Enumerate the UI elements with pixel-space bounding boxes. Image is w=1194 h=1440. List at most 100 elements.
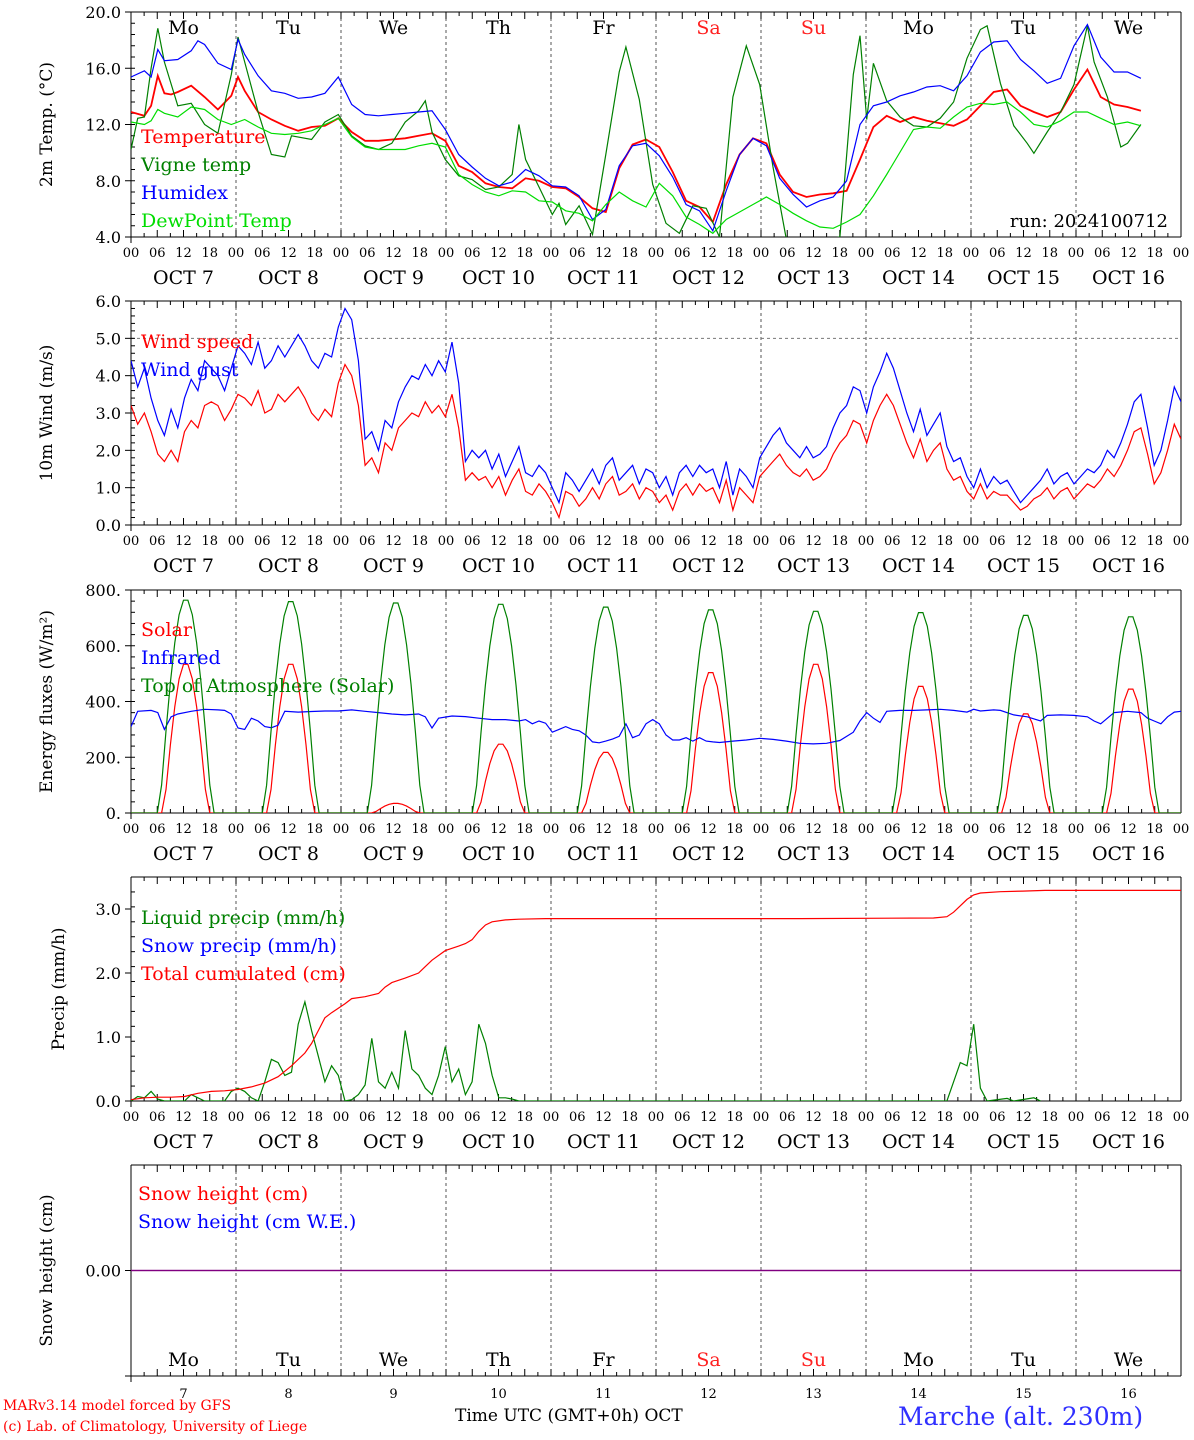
hour-tick-label: 06 (1094, 534, 1111, 549)
weekday-label: Mo (168, 1349, 199, 1371)
date-label: OCT 7 (153, 1131, 214, 1153)
hour-tick-label: 18 (726, 1110, 743, 1125)
hour-tick-label: 06 (149, 246, 166, 261)
hour-tick-label: 12 (910, 534, 927, 549)
series-group (131, 599, 1181, 813)
hour-tick-label: 06 (464, 534, 481, 549)
y-tick-label: 4.0 (96, 367, 121, 386)
hour-tick-label: 06 (779, 1110, 796, 1125)
hour-tick-label: 00 (648, 1110, 665, 1125)
hour-tick-label: 06 (1094, 1110, 1111, 1125)
hour-tick-label: 06 (1094, 246, 1111, 261)
day-number-label: 13 (805, 1387, 822, 1402)
y-axis-label: 2m Temp. (°C) (37, 62, 57, 187)
hour-tick-label: 00 (753, 246, 770, 261)
y-tick-label: 200. (85, 748, 121, 767)
model-credit: MARv3.14 model forced by GFS (3, 1398, 232, 1414)
date-label: OCT 14 (882, 1131, 955, 1153)
hour-tick-label: 18 (621, 1110, 638, 1125)
date-label: OCT 13 (777, 555, 850, 577)
hour-tick-label: 12 (490, 822, 507, 837)
weekday-label: Mo (168, 17, 199, 39)
hour-tick-label: 18 (831, 822, 848, 837)
y-tick-label: 3.0 (96, 900, 121, 919)
y-tick-label: 20.0 (85, 3, 121, 22)
weekday-label: Fr (592, 17, 615, 39)
y-axis-label: 10m Wind (m/s) (37, 345, 57, 482)
hour-tick-label: 06 (359, 246, 376, 261)
hour-tick-label: 06 (674, 246, 691, 261)
hour-tick-label: 12 (805, 246, 822, 261)
date-label: OCT 16 (1092, 267, 1165, 289)
hour-tick-label: 12 (490, 534, 507, 549)
date-label: OCT 12 (672, 555, 745, 577)
hour-tick-label: 12 (1015, 246, 1032, 261)
hour-tick-label: 00 (648, 246, 665, 261)
hour-tick-label: 00 (123, 246, 140, 261)
hour-tick-label: 06 (359, 822, 376, 837)
hour-tick-label: 06 (1094, 822, 1111, 837)
hour-tick-label: 00 (123, 822, 140, 837)
date-label: OCT 16 (1092, 1131, 1165, 1153)
hour-tick-label: 00 (228, 1110, 245, 1125)
date-label: OCT 7 (153, 843, 214, 865)
series-group (131, 307, 1181, 520)
y-tick-label: 4.0 (96, 228, 121, 247)
date-label: OCT 9 (363, 1131, 424, 1153)
weekday-label: Th (486, 17, 511, 39)
hour-tick-label: 12 (490, 246, 507, 261)
hour-tick-label: 00 (1173, 822, 1190, 837)
hour-tick-label: 00 (333, 1110, 350, 1125)
month-label: OCT (644, 1406, 683, 1426)
hour-tick-label: 12 (1120, 246, 1137, 261)
hour-tick-label: 18 (621, 246, 638, 261)
hour-tick-label: 12 (175, 534, 192, 549)
hour-tick-label: 06 (989, 822, 1006, 837)
hour-tick-label: 12 (490, 1110, 507, 1125)
hour-tick-label: 12 (700, 534, 717, 549)
hour-tick-label: 12 (280, 1110, 297, 1125)
hour-tick-label: 18 (936, 1110, 953, 1125)
weekday-label: Fr (592, 1349, 615, 1371)
day-number-label: 12 (700, 1387, 717, 1402)
hour-tick-label: 18 (726, 822, 743, 837)
date-label: OCT 12 (672, 1131, 745, 1153)
series-line (131, 67, 1142, 224)
hour-tick-label: 00 (858, 1110, 875, 1125)
hour-tick-label: 18 (831, 1110, 848, 1125)
hour-tick-label: 12 (805, 822, 822, 837)
date-label: OCT 15 (987, 843, 1060, 865)
weekday-label: Su (801, 17, 826, 39)
date-label: OCT 8 (258, 843, 319, 865)
weekday-label: Th (486, 1349, 511, 1371)
time-axis-label: Time UTC (GMT+0h) (455, 1406, 640, 1426)
weekday-label: We (1114, 17, 1143, 39)
legend-entry: Top of Atmosphere (Solar) (141, 675, 394, 697)
hour-tick-label: 06 (149, 534, 166, 549)
legend-entry: Wind speed (141, 331, 253, 353)
hour-tick-label: 18 (516, 1110, 533, 1125)
legend-entry: Snow height (cm) (138, 1183, 308, 1205)
legend-entry: Solar (141, 619, 193, 641)
y-tick-label: 0.0 (96, 1092, 121, 1111)
hour-tick-label: 06 (569, 822, 586, 837)
hour-tick-label: 12 (385, 1110, 402, 1125)
hour-tick-label: 18 (1146, 1110, 1163, 1125)
hour-tick-label: 00 (333, 534, 350, 549)
hour-tick-label: 06 (254, 1110, 271, 1125)
series-line (131, 307, 1181, 505)
hour-tick-label: 06 (989, 1110, 1006, 1125)
hour-tick-label: 06 (254, 534, 271, 549)
hour-tick-label: 18 (936, 534, 953, 549)
y-tick-label: 2.0 (96, 441, 121, 460)
hour-tick-label: 06 (149, 1110, 166, 1125)
hour-tick-label: 00 (543, 1110, 560, 1125)
hour-tick-label: 00 (963, 246, 980, 261)
hour-tick-label: 12 (1120, 534, 1137, 549)
date-label: OCT 7 (153, 267, 214, 289)
hour-tick-label: 18 (201, 534, 218, 549)
hour-tick-label: 18 (516, 822, 533, 837)
date-label: OCT 9 (363, 555, 424, 577)
y-tick-label: 2.0 (96, 964, 121, 983)
weekday-label: Tu (276, 17, 301, 39)
